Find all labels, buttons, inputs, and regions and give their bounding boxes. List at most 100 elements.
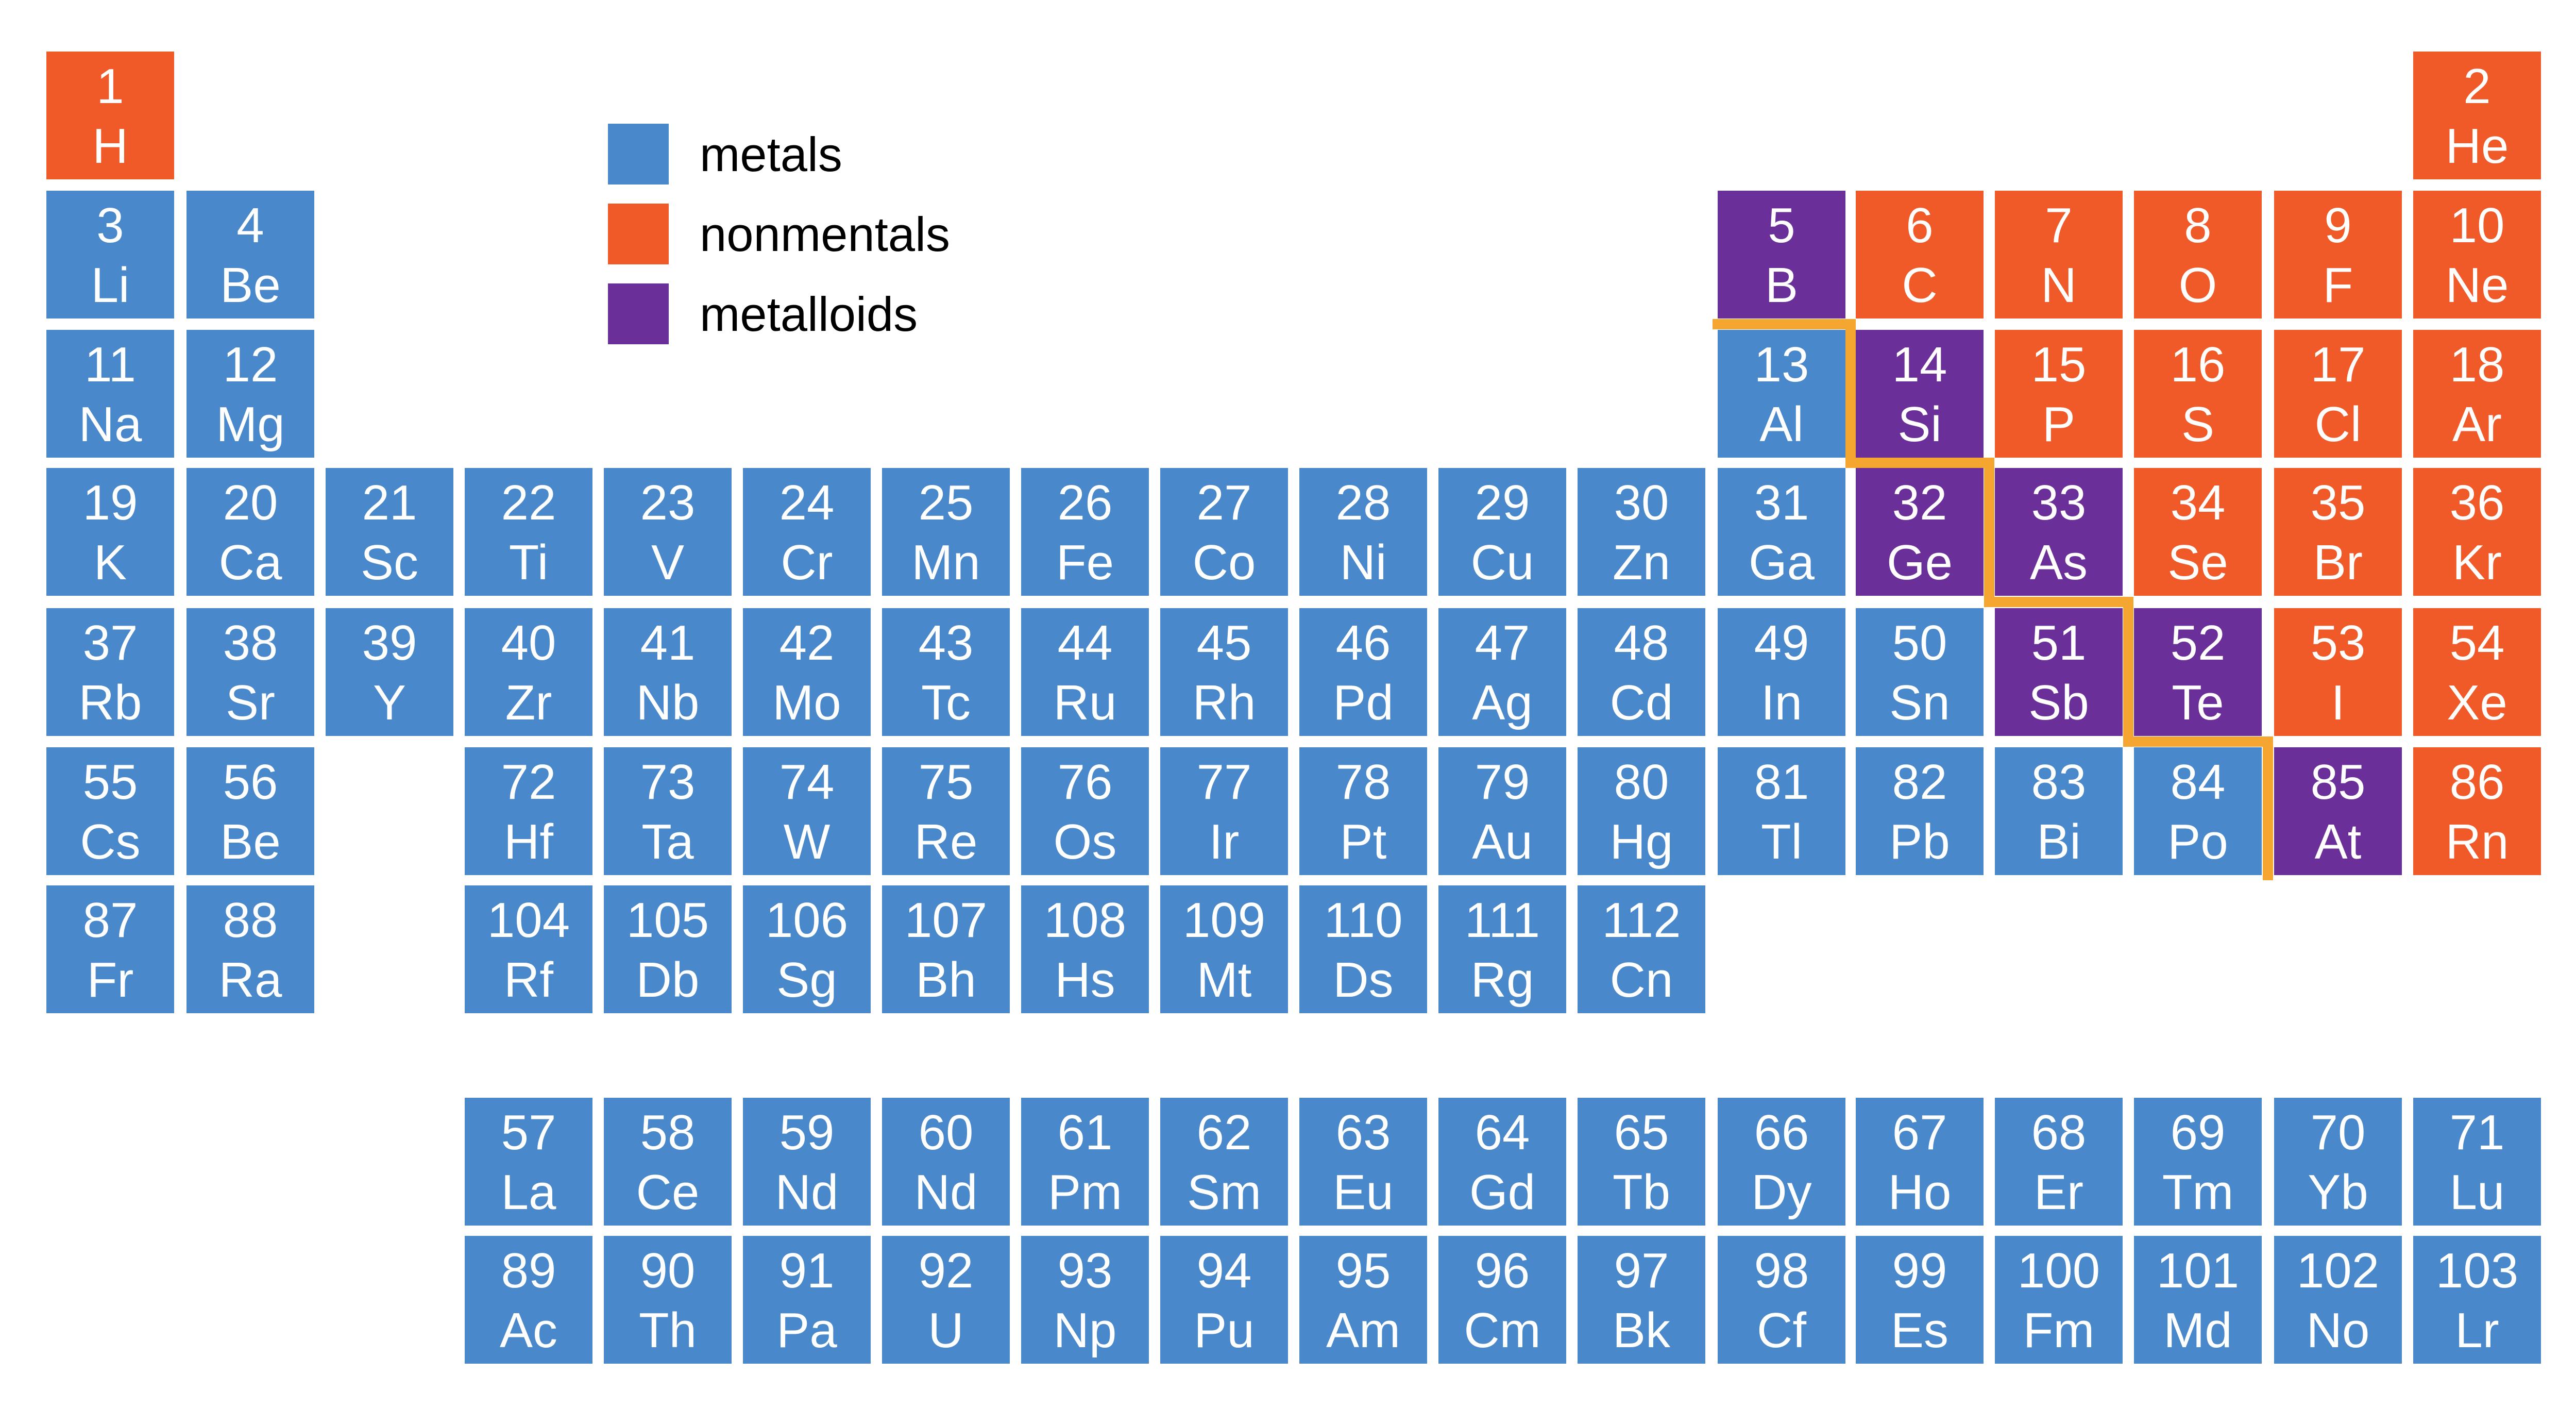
atomic-number: 10	[2449, 198, 2505, 253]
atomic-number: 33	[2031, 475, 2087, 530]
element-symbol: Hf	[504, 814, 553, 869]
element-symbol: Sr	[226, 675, 275, 730]
atomic-number: 110	[1324, 893, 1403, 948]
element-symbol: Si	[1897, 397, 1942, 452]
element-cell-tm-69: 69 Tm	[2134, 1098, 2262, 1226]
atomic-number: 52	[2170, 615, 2226, 671]
element-symbol: Nd	[775, 1165, 839, 1220]
element-cell-ar-18: 18 Ar	[2413, 330, 2541, 458]
element-cell-kr-36: 36 Kr	[2413, 468, 2541, 596]
element-symbol: Tc	[921, 675, 971, 730]
atomic-number: 100	[2017, 1243, 2100, 1298]
element-symbol: He	[2445, 119, 2509, 174]
atomic-number: 88	[223, 893, 278, 948]
atomic-number: 4	[236, 198, 264, 253]
element-symbol: Ag	[1472, 675, 1533, 730]
atomic-number: 1	[96, 59, 124, 114]
element-symbol: Ac	[499, 1303, 558, 1358]
element-cell-si-14: 14 Si	[1856, 330, 1984, 458]
element-cell-ni-28: 28 Ni	[1299, 468, 1427, 596]
element-cell-sb-51: 51 Sb	[1995, 608, 2123, 736]
element-cell-mn-25: 25 Mn	[882, 468, 1010, 596]
element-symbol: S	[2181, 397, 2215, 452]
atomic-number: 104	[487, 893, 570, 948]
element-symbol: Be	[220, 258, 281, 313]
atomic-number: 101	[2156, 1243, 2240, 1298]
element-symbol: Be	[220, 814, 281, 869]
element-cell-p-15: 15 P	[1995, 330, 2123, 458]
atomic-number: 87	[82, 893, 138, 948]
element-symbol: Ho	[1888, 1165, 1952, 1220]
element-symbol: P	[2042, 397, 2076, 452]
atomic-number: 74	[779, 755, 835, 810]
element-symbol: Mn	[911, 535, 980, 590]
element-symbol: Ds	[1333, 952, 1394, 1008]
element-cell-lr-103: 103 Lr	[2413, 1236, 2541, 1364]
atomic-number: 59	[779, 1105, 835, 1160]
atomic-number: 57	[501, 1105, 556, 1160]
atomic-number: 71	[2449, 1105, 2505, 1160]
atomic-number: 85	[2310, 755, 2366, 810]
element-symbol: Am	[1326, 1303, 1400, 1358]
element-cell-ho-67: 67 Ho	[1856, 1098, 1984, 1226]
element-symbol: Ga	[1748, 535, 1815, 590]
element-symbol: H	[92, 119, 128, 174]
element-symbol: As	[2029, 535, 2088, 590]
atomic-number: 111	[1465, 893, 1540, 948]
element-symbol: Er	[2034, 1165, 2083, 1220]
atomic-number: 106	[765, 893, 849, 948]
atomic-number: 99	[1892, 1243, 1947, 1298]
atomic-number: 14	[1892, 337, 1947, 392]
element-cell-tb-65: 65 Tb	[1578, 1098, 1705, 1226]
atomic-number: 82	[1892, 755, 1947, 810]
element-cell-nb-41: 41 Nb	[604, 608, 732, 736]
element-symbol: At	[2314, 814, 2362, 869]
element-cell-rb-37: 37 Rb	[46, 608, 174, 736]
legend-label-nonmetals: nonmentals	[700, 207, 950, 261]
element-symbol: Pa	[776, 1303, 837, 1358]
element-symbol: Te	[2172, 675, 2224, 730]
element-symbol: Lr	[2455, 1303, 2499, 1358]
atomic-number: 54	[2449, 615, 2505, 671]
element-cell-np-93: 93 Np	[1021, 1236, 1149, 1364]
atomic-number: 66	[1754, 1105, 1809, 1160]
atomic-number: 24	[779, 475, 835, 530]
element-cell-ce-58: 58 Ce	[604, 1098, 732, 1226]
element-symbol: Md	[2163, 1303, 2232, 1358]
element-symbol: Rh	[1192, 675, 1256, 730]
element-cell-au-79: 79 Au	[1438, 747, 1566, 875]
element-cell-mt-109: 109 Mt	[1160, 885, 1288, 1013]
element-symbol: O	[2178, 258, 2217, 313]
element-cell-na-11: 11 Na	[46, 330, 174, 458]
element-symbol: Lu	[2449, 1165, 2505, 1220]
element-cell-mo-42: 42 Mo	[743, 608, 871, 736]
atomic-number: 20	[223, 475, 278, 530]
atomic-number: 69	[2170, 1105, 2226, 1160]
element-symbol: Ar	[2452, 397, 2502, 452]
element-cell-ne-10: 10 Ne	[2413, 191, 2541, 319]
element-cell-be-56: 56 Be	[187, 747, 314, 875]
element-symbol: Co	[1192, 535, 1256, 590]
element-cell-ac-89: 89 Ac	[465, 1236, 592, 1364]
atomic-number: 22	[501, 475, 556, 530]
atomic-number: 13	[1754, 337, 1809, 392]
element-cell-yb-70: 70 Yb	[2274, 1098, 2402, 1226]
element-symbol: Cr	[781, 535, 833, 590]
atomic-number: 62	[1196, 1105, 1252, 1160]
atomic-number: 48	[1614, 615, 1669, 671]
element-symbol: Ni	[1340, 535, 1387, 590]
atomic-number: 109	[1182, 893, 1266, 948]
atomic-number: 21	[362, 475, 417, 530]
element-symbol: Tl	[1761, 814, 1802, 869]
element-symbol: Sc	[360, 535, 419, 590]
atomic-number: 92	[918, 1243, 974, 1298]
element-symbol: Se	[2167, 535, 2228, 590]
element-symbol: W	[783, 814, 831, 869]
element-cell-cr-24: 24 Cr	[743, 468, 871, 596]
element-symbol: Rf	[504, 952, 553, 1008]
element-cell-tc-43: 43 Tc	[882, 608, 1010, 736]
element-symbol: Np	[1053, 1303, 1117, 1358]
element-symbol: Sn	[1889, 675, 1950, 730]
element-symbol: Ce	[636, 1165, 700, 1220]
